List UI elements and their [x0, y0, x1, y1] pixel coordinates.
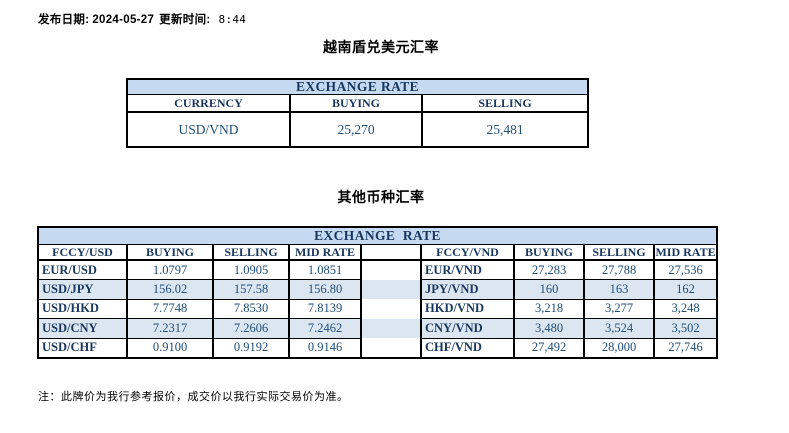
rate-cell: 7.8530 — [212, 298, 290, 320]
rate-cell: 157.58 — [212, 279, 290, 300]
table2-data-row: EUR/USD 1.0797 1.0905 1.0851 EUR/VND 27,283 27… — [37, 259, 719, 281]
column-header-buying: BUYING — [289, 94, 423, 114]
table1-data-row: USD/VND 25,270 25,481 — [126, 111, 590, 148]
spacer-cell — [360, 338, 422, 358]
rate-cell: 3,218 — [513, 298, 585, 320]
update-time: 8:44 — [218, 13, 247, 26]
currency-pair-cell: USD/CHF — [37, 337, 128, 359]
section2-title: 其他币种汇率 — [337, 189, 425, 205]
table2-data-row: USD/HKD 7.7748 7.8530 7.8139 HKD/VND 3,218 3,2… — [37, 298, 719, 320]
column-header-selling-right: SELLING — [583, 244, 655, 261]
rate-cell: 162 — [652, 279, 719, 300]
table2-data-row: USD/JPY 156.02 157.58 156.80 JPY/VND 160 163 16… — [37, 279, 719, 300]
spacer-cell — [360, 318, 422, 339]
column-header-buying-left: BUYING — [126, 244, 214, 261]
column-header-currency: CURRENCY — [126, 94, 291, 114]
rate-cell: 27,788 — [583, 259, 655, 281]
rate-cell: 7.7748 — [126, 298, 214, 320]
update-time-label: 更新时间: — [159, 14, 211, 26]
rate-cell: 27,746 — [652, 337, 719, 359]
rate-cell: 1.0905 — [212, 259, 290, 281]
column-header-selling-left: SELLING — [212, 244, 290, 261]
rate-cell: 27,492 — [513, 337, 585, 359]
rate-cell: 7.2462 — [288, 318, 362, 339]
rate-cell: 0.9146 — [288, 337, 362, 359]
table2-column-header-row: FCCY/USD BUYING SELLING MID RATE FCCY/VN… — [37, 244, 719, 261]
column-header-midrate-left: MID RATE — [288, 244, 362, 261]
currency-pair-cell: USD/CNY — [37, 318, 128, 339]
currency-pair-cell: JPY/VND — [420, 279, 515, 300]
currency-pair-cell: EUR/VND — [420, 259, 515, 281]
currency-pair-cell: CNY/VND — [420, 318, 515, 339]
rate-cell: 3,502 — [652, 318, 719, 339]
rate-cell: 163 — [583, 279, 655, 300]
rate-cell: 7.2317 — [126, 318, 214, 339]
spacer-cell — [360, 279, 422, 300]
rate-cell: 3,248 — [652, 298, 719, 320]
currency-pair-cell: USD/HKD — [37, 298, 128, 320]
table2-title-row: EXCHANGE RATE — [36, 226, 719, 245]
rate-cell: 7.2606 — [212, 318, 290, 339]
footnote: 注：此牌价为我行参考报价，成交价以我行实际交易价为准。 — [38, 391, 349, 403]
column-header-selling: SELLING — [420, 94, 590, 114]
table1-column-header-row: CURRENCY BUYING SELLING — [126, 94, 590, 114]
buying-rate-cell: 25,270 — [289, 111, 423, 148]
currency-pair-cell: HKD/VND — [420, 298, 515, 320]
rate-cell: 28,000 — [583, 337, 655, 359]
currency-pair-cell: CHF/VND — [420, 337, 515, 359]
rate-cell: 1.0797 — [126, 259, 214, 281]
rate-cell: 0.9100 — [126, 337, 214, 359]
currency-pair-cell: EUR/USD — [37, 259, 128, 281]
column-header-midrate-right: MID RATE — [652, 244, 719, 261]
column-header-fccy-vnd: FCCY/VND — [420, 244, 515, 261]
table2-title-cell: EXCHANGE RATE — [36, 226, 719, 245]
rate-cell: 3,277 — [583, 298, 655, 320]
rate-cell: 7.8139 — [288, 298, 362, 320]
publish-date: 2024-05-27 — [92, 14, 155, 26]
rate-cell: 27,536 — [652, 259, 719, 281]
currency-pair-cell: USD/VND — [126, 111, 291, 148]
section1-title: 越南盾兑美元汇率 — [323, 39, 439, 55]
spacer-cell — [360, 260, 422, 280]
table1-title-row: EXCHANGE RATE — [125, 78, 590, 96]
rate-cell: 160 — [513, 279, 585, 300]
publish-info: 发布日期: 2024-05-27 更新时间: 8:44 — [38, 11, 246, 27]
column-header-buying-right: BUYING — [513, 244, 585, 261]
column-header-fccy-usd: FCCY/USD — [37, 244, 128, 261]
rate-cell: 156.80 — [288, 279, 362, 300]
spacer-cell — [360, 299, 422, 319]
spacer-cell — [360, 244, 422, 261]
currency-pair-cell: USD/JPY — [37, 279, 128, 300]
rate-cell: 3,480 — [513, 318, 585, 339]
rate-cell: 0.9192 — [212, 337, 290, 359]
rate-cell: 1.0851 — [288, 259, 362, 281]
selling-rate-cell: 25,481 — [420, 111, 590, 148]
rate-cell: 156.02 — [126, 279, 214, 300]
multi-currency-rate-table: EXCHANGE RATE FCCY/USD BUYING SELLING MI… — [36, 226, 719, 359]
rate-cell: 27,283 — [513, 259, 585, 281]
table2-data-row: USD/CHF 0.9100 0.9192 0.9146 CHF/VND 27,492 28… — [37, 337, 719, 359]
table2-data-row: USD/CNY 7.2317 7.2606 7.2462 CNY/VND 3,480 3,5… — [37, 318, 719, 339]
usd-vnd-rate-table: EXCHANGE RATE CURRENCY BUYING SELLING US… — [125, 78, 590, 149]
publish-date-label: 发布日期: — [38, 14, 90, 26]
table1-title-cell: EXCHANGE RATE — [125, 78, 590, 96]
rate-cell: 3,524 — [583, 318, 655, 339]
